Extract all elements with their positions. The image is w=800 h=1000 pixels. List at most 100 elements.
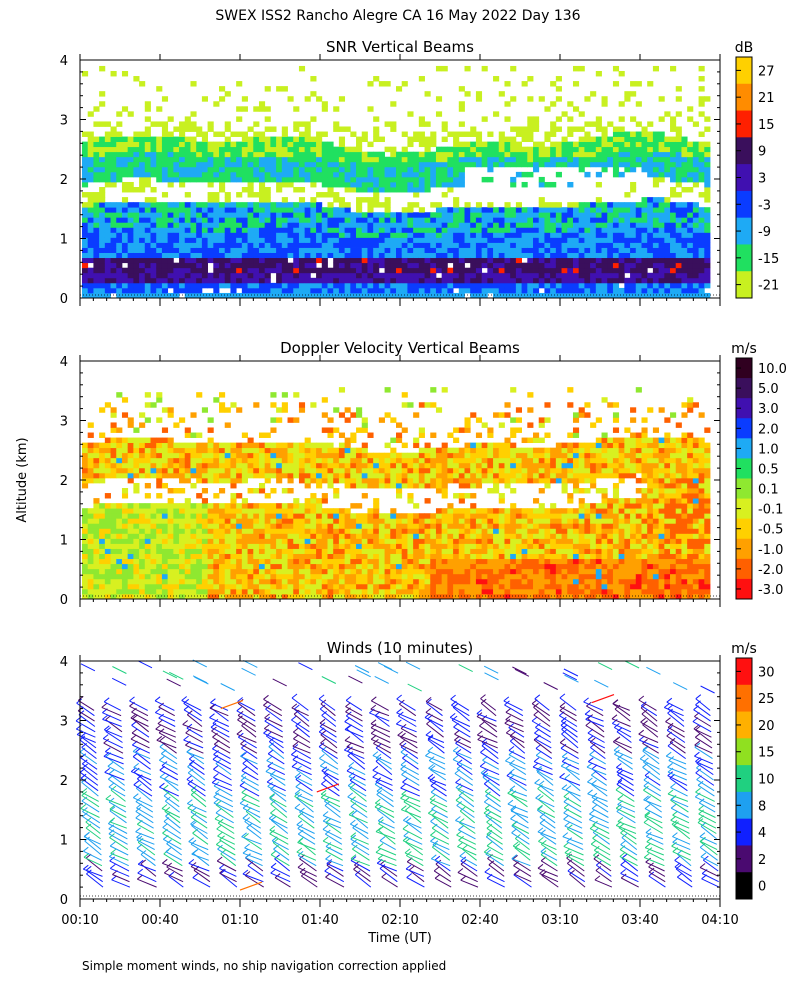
heatmap-cell (293, 272, 300, 279)
figure-title: SWEX ISS2 Rancho Alegre CA 16 May 2022 D… (215, 8, 580, 24)
heatmap-cell (104, 553, 111, 560)
heatmap-cell (310, 548, 317, 554)
heatmap-cell (139, 187, 146, 193)
heatmap-cell (527, 267, 534, 274)
heatmap-cell (327, 442, 334, 449)
heatmap-cell (401, 146, 408, 153)
heatmap-cell (641, 252, 648, 259)
heatmap-cell (453, 282, 460, 289)
heatmap-cell (698, 217, 705, 223)
heatmap-cell (144, 227, 151, 233)
heatmap-cell (373, 477, 380, 484)
heatmap-cell (458, 141, 465, 148)
heatmap-cell (350, 538, 357, 544)
heatmap-cell (704, 267, 711, 274)
heatmap-cell (338, 181, 346, 188)
heatmap-cell (612, 217, 620, 223)
heatmap-cell (321, 498, 328, 504)
heatmap-cell (635, 121, 642, 127)
heatmap-cell (161, 533, 169, 539)
heatmap-cell (601, 287, 608, 294)
heatmap-cell (219, 447, 226, 454)
heatmap-cell (567, 181, 574, 188)
heatmap-cell (196, 237, 203, 243)
heatmap-cell (156, 523, 163, 529)
heatmap-cell (464, 232, 471, 238)
heatmap-cell (253, 442, 260, 449)
heatmap-cell (487, 247, 494, 253)
heatmap-cell (144, 467, 151, 474)
colorbar-label: -3 (758, 198, 771, 213)
heatmap-cell (167, 593, 174, 600)
heatmap-cell (190, 462, 197, 469)
heatmap-cell (350, 518, 357, 524)
heatmap-cell (361, 573, 368, 580)
heatmap-cell (184, 472, 191, 479)
heatmap-cell (333, 452, 340, 459)
heatmap-cell (110, 217, 117, 223)
heatmap-cell (293, 161, 300, 168)
heatmap-cell (578, 141, 585, 148)
heatmap-cell (184, 503, 191, 509)
heatmap-cell (287, 232, 294, 238)
heatmap-cell (567, 282, 574, 289)
heatmap-cell (224, 548, 231, 554)
heatmap-cell (533, 232, 540, 238)
heatmap-cell (241, 568, 248, 575)
heatmap-cell (590, 217, 597, 223)
heatmap-cell (93, 578, 100, 585)
heatmap-cell (230, 161, 237, 168)
heatmap-cell (470, 151, 477, 158)
heatmap-cell (93, 161, 100, 168)
heatmap-cell (161, 508, 169, 514)
heatmap-cell (190, 277, 197, 284)
heatmap-cell (304, 156, 311, 163)
heatmap-cell (156, 558, 163, 565)
heatmap-cell (230, 227, 237, 233)
heatmap-cell (498, 287, 505, 294)
heatmap-cell (150, 588, 157, 595)
heatmap-cell (390, 237, 397, 243)
heatmap-cell (219, 568, 226, 575)
heatmap-cell (350, 247, 357, 253)
heatmap-cell (555, 76, 562, 82)
heatmap-cell (327, 267, 334, 274)
heatmap-cell (538, 197, 545, 203)
heatmap-cell (681, 242, 688, 248)
heatmap-cell (356, 277, 363, 284)
heatmap-cell (447, 161, 454, 168)
heatmap-cell (161, 136, 169, 143)
heatmap-cell (327, 573, 334, 580)
heatmap-cell (241, 247, 248, 253)
heatmap-cell (179, 237, 186, 243)
heatmap-cell (338, 518, 346, 524)
heatmap-cell (624, 166, 631, 173)
heatmap-cell (475, 277, 483, 284)
heatmap-cell (304, 141, 311, 148)
heatmap-cell (424, 181, 431, 188)
heatmap-cell (201, 498, 208, 504)
heatmap-cell (652, 227, 660, 233)
heatmap-cell (647, 257, 654, 264)
heatmap-cell (310, 76, 317, 82)
heatmap-cell (435, 146, 443, 153)
heatmap-cell (607, 202, 614, 208)
heatmap-cell (338, 126, 346, 132)
heatmap-cell (687, 171, 694, 178)
heatmap-cell (110, 181, 117, 188)
heatmap-cell (447, 237, 454, 243)
heatmap-cell (316, 151, 323, 158)
heatmap-cell (538, 151, 545, 158)
heatmap-cell (87, 212, 94, 218)
heatmap-cell (664, 272, 671, 279)
heatmap-cell (504, 141, 511, 148)
heatmap-cell (687, 257, 694, 264)
heatmap-cell (635, 222, 642, 228)
heatmap-cell (350, 568, 357, 575)
heatmap-cell (441, 222, 448, 228)
heatmap-cell (367, 533, 374, 539)
heatmap-cell (578, 161, 585, 168)
y-tick-label: 2 (60, 173, 68, 188)
heatmap-cell (396, 227, 403, 233)
heatmap-cell (704, 222, 711, 228)
